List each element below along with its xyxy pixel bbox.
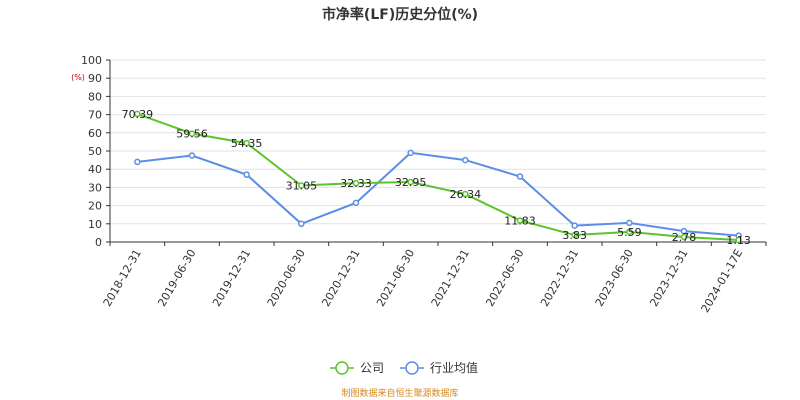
data-label-1: 59.56 — [176, 128, 208, 141]
data-label-5: 32.95 — [395, 176, 427, 189]
data-point-0-4 — [352, 179, 360, 187]
y-tick-label-90: 90 — [88, 72, 102, 85]
data-label-6: 26.34 — [450, 188, 482, 201]
y-tick-label-70: 70 — [88, 109, 102, 122]
data-point-0-1 — [188, 130, 196, 137]
x-tick-label-2020-06-30: 2020-06-30 — [265, 247, 308, 309]
x-tick-label-2021-06-30: 2021-06-30 — [374, 247, 417, 309]
legend-item-0[interactable]: 公司 — [330, 361, 384, 375]
series-1 — [134, 149, 742, 239]
x-tick-label-2022-06-30: 2022-06-30 — [483, 247, 526, 309]
y-tick-label-0: 0 — [95, 236, 102, 249]
series-line-1 — [137, 151, 739, 237]
data-label-9: 5.59 — [617, 226, 642, 239]
data-label-4: 32.33 — [340, 177, 372, 190]
data-point-1-3 — [298, 220, 305, 228]
x-tick-label-2018-12-31: 2018-12-31 — [101, 247, 144, 309]
legend-label-0: 公司 — [360, 361, 384, 375]
y-tick-label-30: 30 — [88, 181, 102, 194]
data-point-0-3 — [298, 182, 305, 189]
legend-swatch-marker-0 — [335, 361, 349, 375]
y-tick-labels: 0 10 20 30 40 50 60 70 80 90 100 — [81, 54, 102, 249]
data-point-1-8 — [571, 222, 578, 229]
data-point-1-5 — [407, 149, 414, 157]
legend-label-1: 行业均值 — [430, 360, 478, 375]
data-point-0-6 — [462, 190, 469, 198]
x-tick-label-2021-12-31: 2021-12-31 — [429, 247, 472, 309]
data-point-1-0 — [134, 158, 141, 166]
source-note: 制图数据来自恒生聚源数据库 — [341, 387, 458, 399]
x-tick-label-2024-01-17E: 2024-01-17E — [699, 247, 746, 315]
data-point-1-6 — [462, 156, 469, 164]
axes — [106, 59, 767, 246]
y-axis-unit: (%) — [71, 73, 85, 82]
data-point-0-10 — [680, 233, 688, 241]
data-point-0-0 — [134, 110, 141, 118]
x-tick-label-2020-12-31: 2020-12-31 — [319, 247, 362, 309]
data-point-1-9 — [626, 219, 633, 227]
y-tick-label-40: 40 — [88, 163, 102, 176]
data-label-0: 70.39 — [122, 108, 154, 121]
series-0 — [134, 110, 742, 244]
y-tick-label-60: 60 — [88, 127, 102, 140]
y-tick-label-20: 20 — [88, 200, 102, 213]
legend-swatch-marker-1 — [405, 361, 419, 375]
chart-title: 市净率(LF)历史分位(%) — [322, 6, 478, 23]
y-tick-label-50: 50 — [88, 145, 102, 158]
data-point-0-7 — [516, 217, 524, 224]
data-point-1-7 — [516, 173, 524, 180]
series-line-0 — [136, 112, 739, 241]
data-label-10: 2.78 — [672, 231, 697, 244]
data-label-8: 3.83 — [562, 229, 587, 242]
data-point-0-9 — [626, 228, 633, 236]
x-tick-label-2019-06-30: 2019-06-30 — [155, 247, 198, 309]
y-tick-label-80: 80 — [88, 90, 102, 103]
data-label-3: 31.05 — [286, 179, 318, 192]
data-point-0-8 — [571, 231, 578, 239]
x-tick-label-2023-06-30: 2023-06-30 — [593, 247, 636, 309]
data-point-0-11 — [735, 236, 742, 244]
data-label-11: 1.13 — [726, 234, 751, 247]
data-label-2: 54.35 — [231, 137, 263, 150]
data-label-7: 11.83 — [504, 214, 536, 227]
x-tick-label-2019-12-31: 2019-12-31 — [210, 247, 253, 309]
x-tick-label-2022-12-31: 2022-12-31 — [538, 247, 581, 309]
data-point-0-5 — [407, 178, 414, 186]
grid-lines — [110, 59, 766, 225]
data-point-1-4 — [352, 199, 360, 207]
x-tick-labels: 2018-12-31 2019-06-30 2019-12-31 2020-06-30… — [101, 247, 746, 315]
data-point-1-2 — [243, 171, 250, 178]
data-labels: 70.39 59.56 54.35 31.05 32.33 32.95 26.34 11.83… — [122, 108, 751, 247]
y-tick-label-10: 10 — [88, 218, 102, 231]
data-point-1-10 — [680, 227, 688, 235]
y-tick-label-100: 100 — [81, 54, 102, 67]
data-point-0-2 — [243, 139, 250, 147]
data-point-1-1 — [188, 152, 196, 159]
x-tick-label-2023-12-31: 2023-12-31 — [647, 247, 690, 309]
legend-item-1[interactable]: 行业均值 — [400, 360, 478, 375]
series-layer: 70.39 59.56 54.35 31.05 32.33 32.95 26.34 11.83… — [122, 108, 751, 247]
legend[interactable]: 公司 行业均值 — [330, 360, 478, 375]
